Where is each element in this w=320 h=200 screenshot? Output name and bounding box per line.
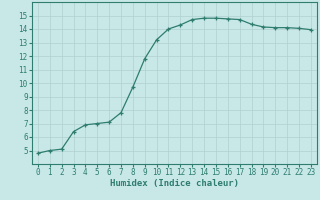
X-axis label: Humidex (Indice chaleur): Humidex (Indice chaleur) bbox=[110, 179, 239, 188]
